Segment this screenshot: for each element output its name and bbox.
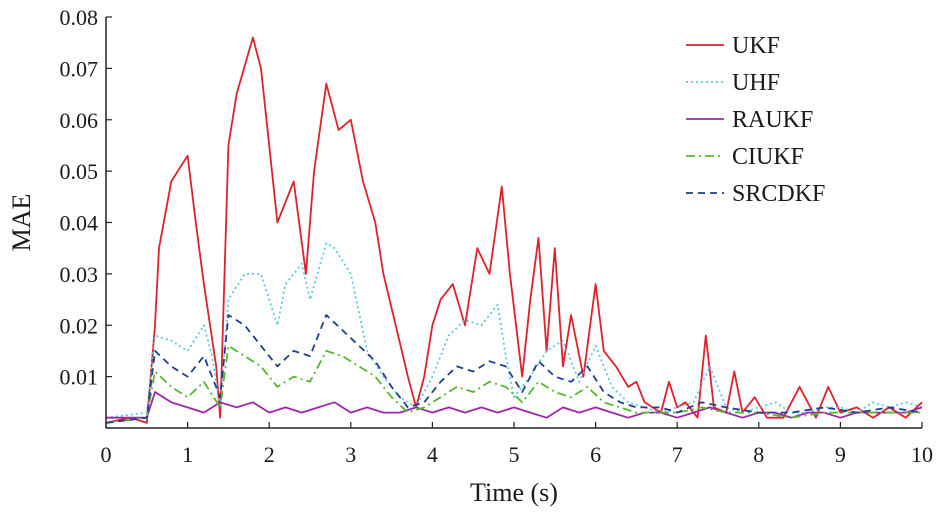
x-tick-label: 1 xyxy=(182,442,193,467)
legend-label-ciukf: CIUKF xyxy=(732,144,804,170)
y-tick-label: 0.04 xyxy=(60,211,99,236)
axes-group: 0 1 2 3 4 5 6 7 8 9 10 0.01 0.02 0.03 0.04 0.05 0.06 0.07… xyxy=(7,5,933,507)
series-line-ukf xyxy=(105,36,923,424)
y-tick-label: 0.03 xyxy=(60,262,99,287)
plot-series-group xyxy=(105,36,923,424)
x-tick-label: 7 xyxy=(672,442,683,467)
y-tick-label: 0.08 xyxy=(60,5,99,30)
x-tick-label: 2 xyxy=(264,442,275,467)
legend: UKF UHF RAUKF CIUKF SRCDKF xyxy=(686,33,825,207)
series-line-srcdkf xyxy=(105,314,923,424)
legend-label-uhf: UHF xyxy=(732,70,780,96)
x-tick-label: 9 xyxy=(835,442,846,467)
series-line-raukf xyxy=(106,391,923,419)
legend-label-srcdkf: SRCDKF xyxy=(732,181,825,207)
x-tick-label: 3 xyxy=(345,442,356,467)
y-tick-label: 0.02 xyxy=(60,313,99,338)
x-tick-label: 5 xyxy=(509,442,520,467)
x-tick-label: 8 xyxy=(753,442,764,467)
y-tick-label: 0.01 xyxy=(60,365,99,390)
x-tick-label: 4 xyxy=(427,442,438,467)
y-tick-label: 0.07 xyxy=(60,56,99,81)
y-tick-label: 0.06 xyxy=(60,108,99,133)
x-tick-label: 6 xyxy=(590,442,601,467)
x-tick-label: 0 xyxy=(101,442,112,467)
x-tick-label: 10 xyxy=(911,442,933,467)
y-tick-label: 0.05 xyxy=(60,159,99,184)
legend-label-ukf: UKF xyxy=(732,33,780,59)
y-axis-title: MAE xyxy=(7,194,36,252)
legend-label-raukf: RAUKF xyxy=(732,107,813,133)
series-line-uhf xyxy=(105,242,923,419)
x-axis-title: Time (s) xyxy=(470,478,558,507)
series-line-ciukf xyxy=(105,344,922,424)
